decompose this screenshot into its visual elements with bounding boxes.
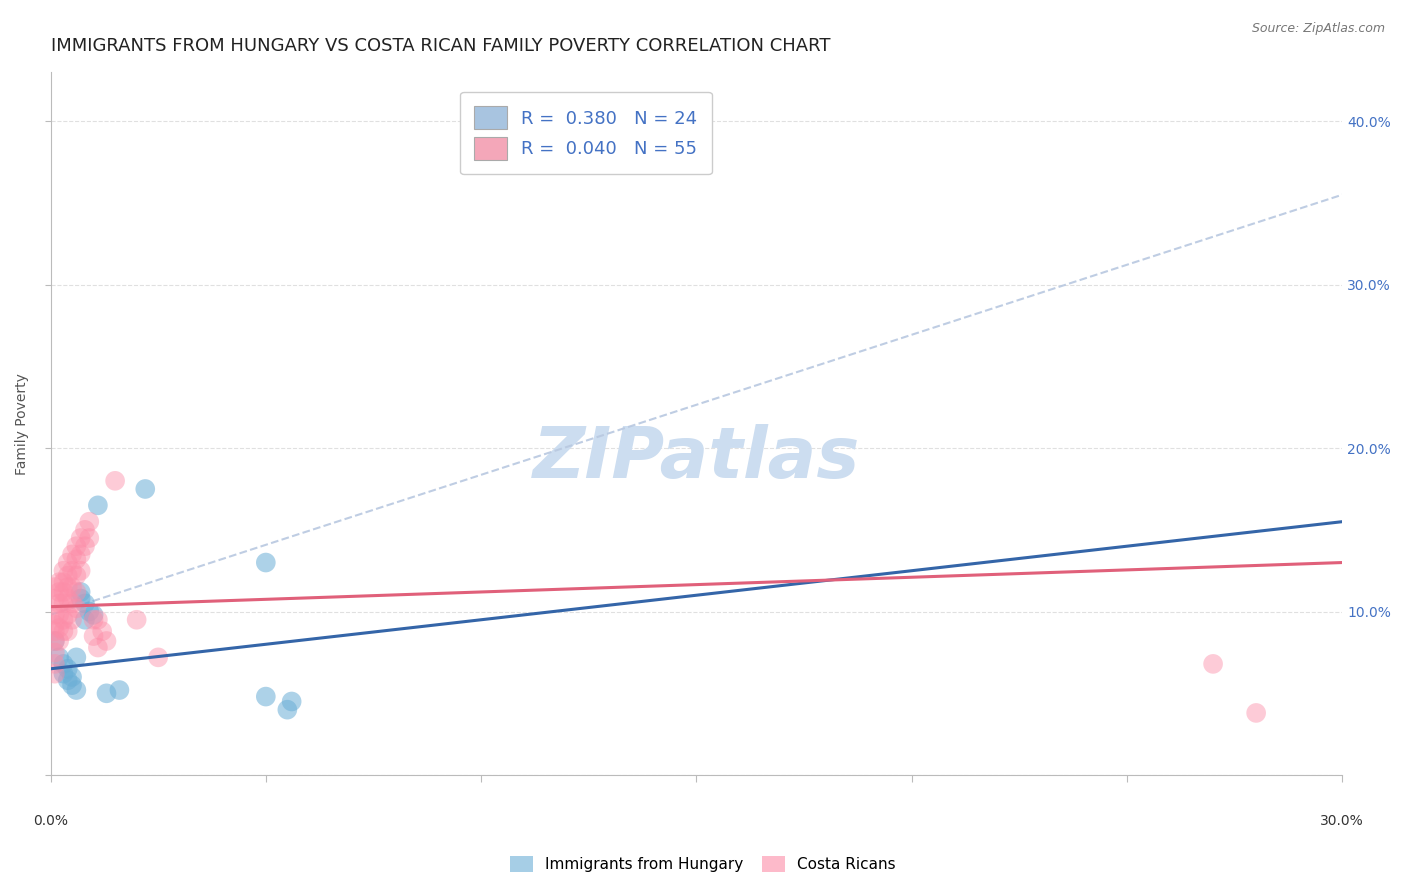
Point <box>125 613 148 627</box>
Point <box>52 585 75 599</box>
Point <box>73 596 96 610</box>
Point <box>60 613 83 627</box>
Point <box>56 568 79 582</box>
Point <box>52 657 75 671</box>
Point <box>44 645 66 659</box>
Point <box>48 634 70 648</box>
Legend: Immigrants from Hungary, Costa Ricans: Immigrants from Hungary, Costa Ricans <box>502 848 904 880</box>
Point <box>56 662 79 676</box>
Point <box>280 694 302 708</box>
Point <box>87 640 110 655</box>
Point <box>254 690 277 704</box>
Point <box>65 539 87 553</box>
Point <box>77 605 100 619</box>
Text: 0.0%: 0.0% <box>32 814 67 828</box>
Point <box>276 703 298 717</box>
Point <box>56 591 79 606</box>
Point <box>91 624 114 639</box>
Point <box>48 621 70 635</box>
Point <box>44 634 66 648</box>
Point <box>69 531 91 545</box>
Point <box>52 575 75 590</box>
Point <box>56 580 79 594</box>
Point <box>48 585 70 599</box>
Point <box>69 547 91 561</box>
Text: 30.0%: 30.0% <box>1320 814 1364 828</box>
Point <box>44 634 66 648</box>
Point <box>254 556 277 570</box>
Point <box>44 617 66 632</box>
Point <box>65 585 87 599</box>
Point <box>108 683 131 698</box>
Point <box>60 596 83 610</box>
Point <box>60 678 83 692</box>
Point <box>44 580 66 594</box>
Point <box>52 666 75 681</box>
Point <box>56 607 79 622</box>
Point <box>104 474 127 488</box>
Point <box>48 596 70 610</box>
Text: IMMIGRANTS FROM HUNGARY VS COSTA RICAN FAMILY POVERTY CORRELATION CHART: IMMIGRANTS FROM HUNGARY VS COSTA RICAN F… <box>51 37 830 55</box>
Point <box>69 564 91 578</box>
Point <box>69 591 91 606</box>
Point <box>60 670 83 684</box>
Point <box>44 666 66 681</box>
Point <box>134 482 156 496</box>
Point <box>65 568 87 582</box>
Point <box>44 657 66 671</box>
Point <box>52 596 75 610</box>
Point <box>52 564 75 578</box>
Point <box>83 613 105 627</box>
Point <box>69 585 91 599</box>
Point <box>56 624 79 639</box>
Text: Source: ZipAtlas.com: Source: ZipAtlas.com <box>1251 22 1385 36</box>
Point <box>96 686 118 700</box>
Point <box>56 673 79 688</box>
Point <box>83 607 105 622</box>
Point <box>87 499 110 513</box>
Point <box>1202 657 1225 671</box>
Point <box>60 564 83 578</box>
Point <box>73 539 96 553</box>
Point <box>60 580 83 594</box>
Point <box>77 515 100 529</box>
Point <box>52 624 75 639</box>
Point <box>146 650 169 665</box>
Point <box>65 650 87 665</box>
Text: ZIPatlas: ZIPatlas <box>533 425 860 493</box>
Point <box>65 601 87 615</box>
Point <box>48 575 70 590</box>
Point <box>48 607 70 622</box>
Point <box>77 531 100 545</box>
Point <box>83 629 105 643</box>
Point <box>96 634 118 648</box>
Point <box>48 650 70 665</box>
Point <box>60 547 83 561</box>
Point <box>87 613 110 627</box>
Point <box>73 523 96 537</box>
Point <box>44 607 66 622</box>
Point <box>1244 706 1267 720</box>
Point <box>65 683 87 698</box>
Point <box>44 624 66 639</box>
Point <box>52 613 75 627</box>
Point <box>65 552 87 566</box>
Legend: R =  0.380   N = 24, R =  0.040   N = 55: R = 0.380 N = 24, R = 0.040 N = 55 <box>460 92 711 174</box>
Point <box>56 556 79 570</box>
Point <box>73 613 96 627</box>
Y-axis label: Family Poverty: Family Poverty <box>15 373 30 475</box>
Point <box>44 591 66 606</box>
